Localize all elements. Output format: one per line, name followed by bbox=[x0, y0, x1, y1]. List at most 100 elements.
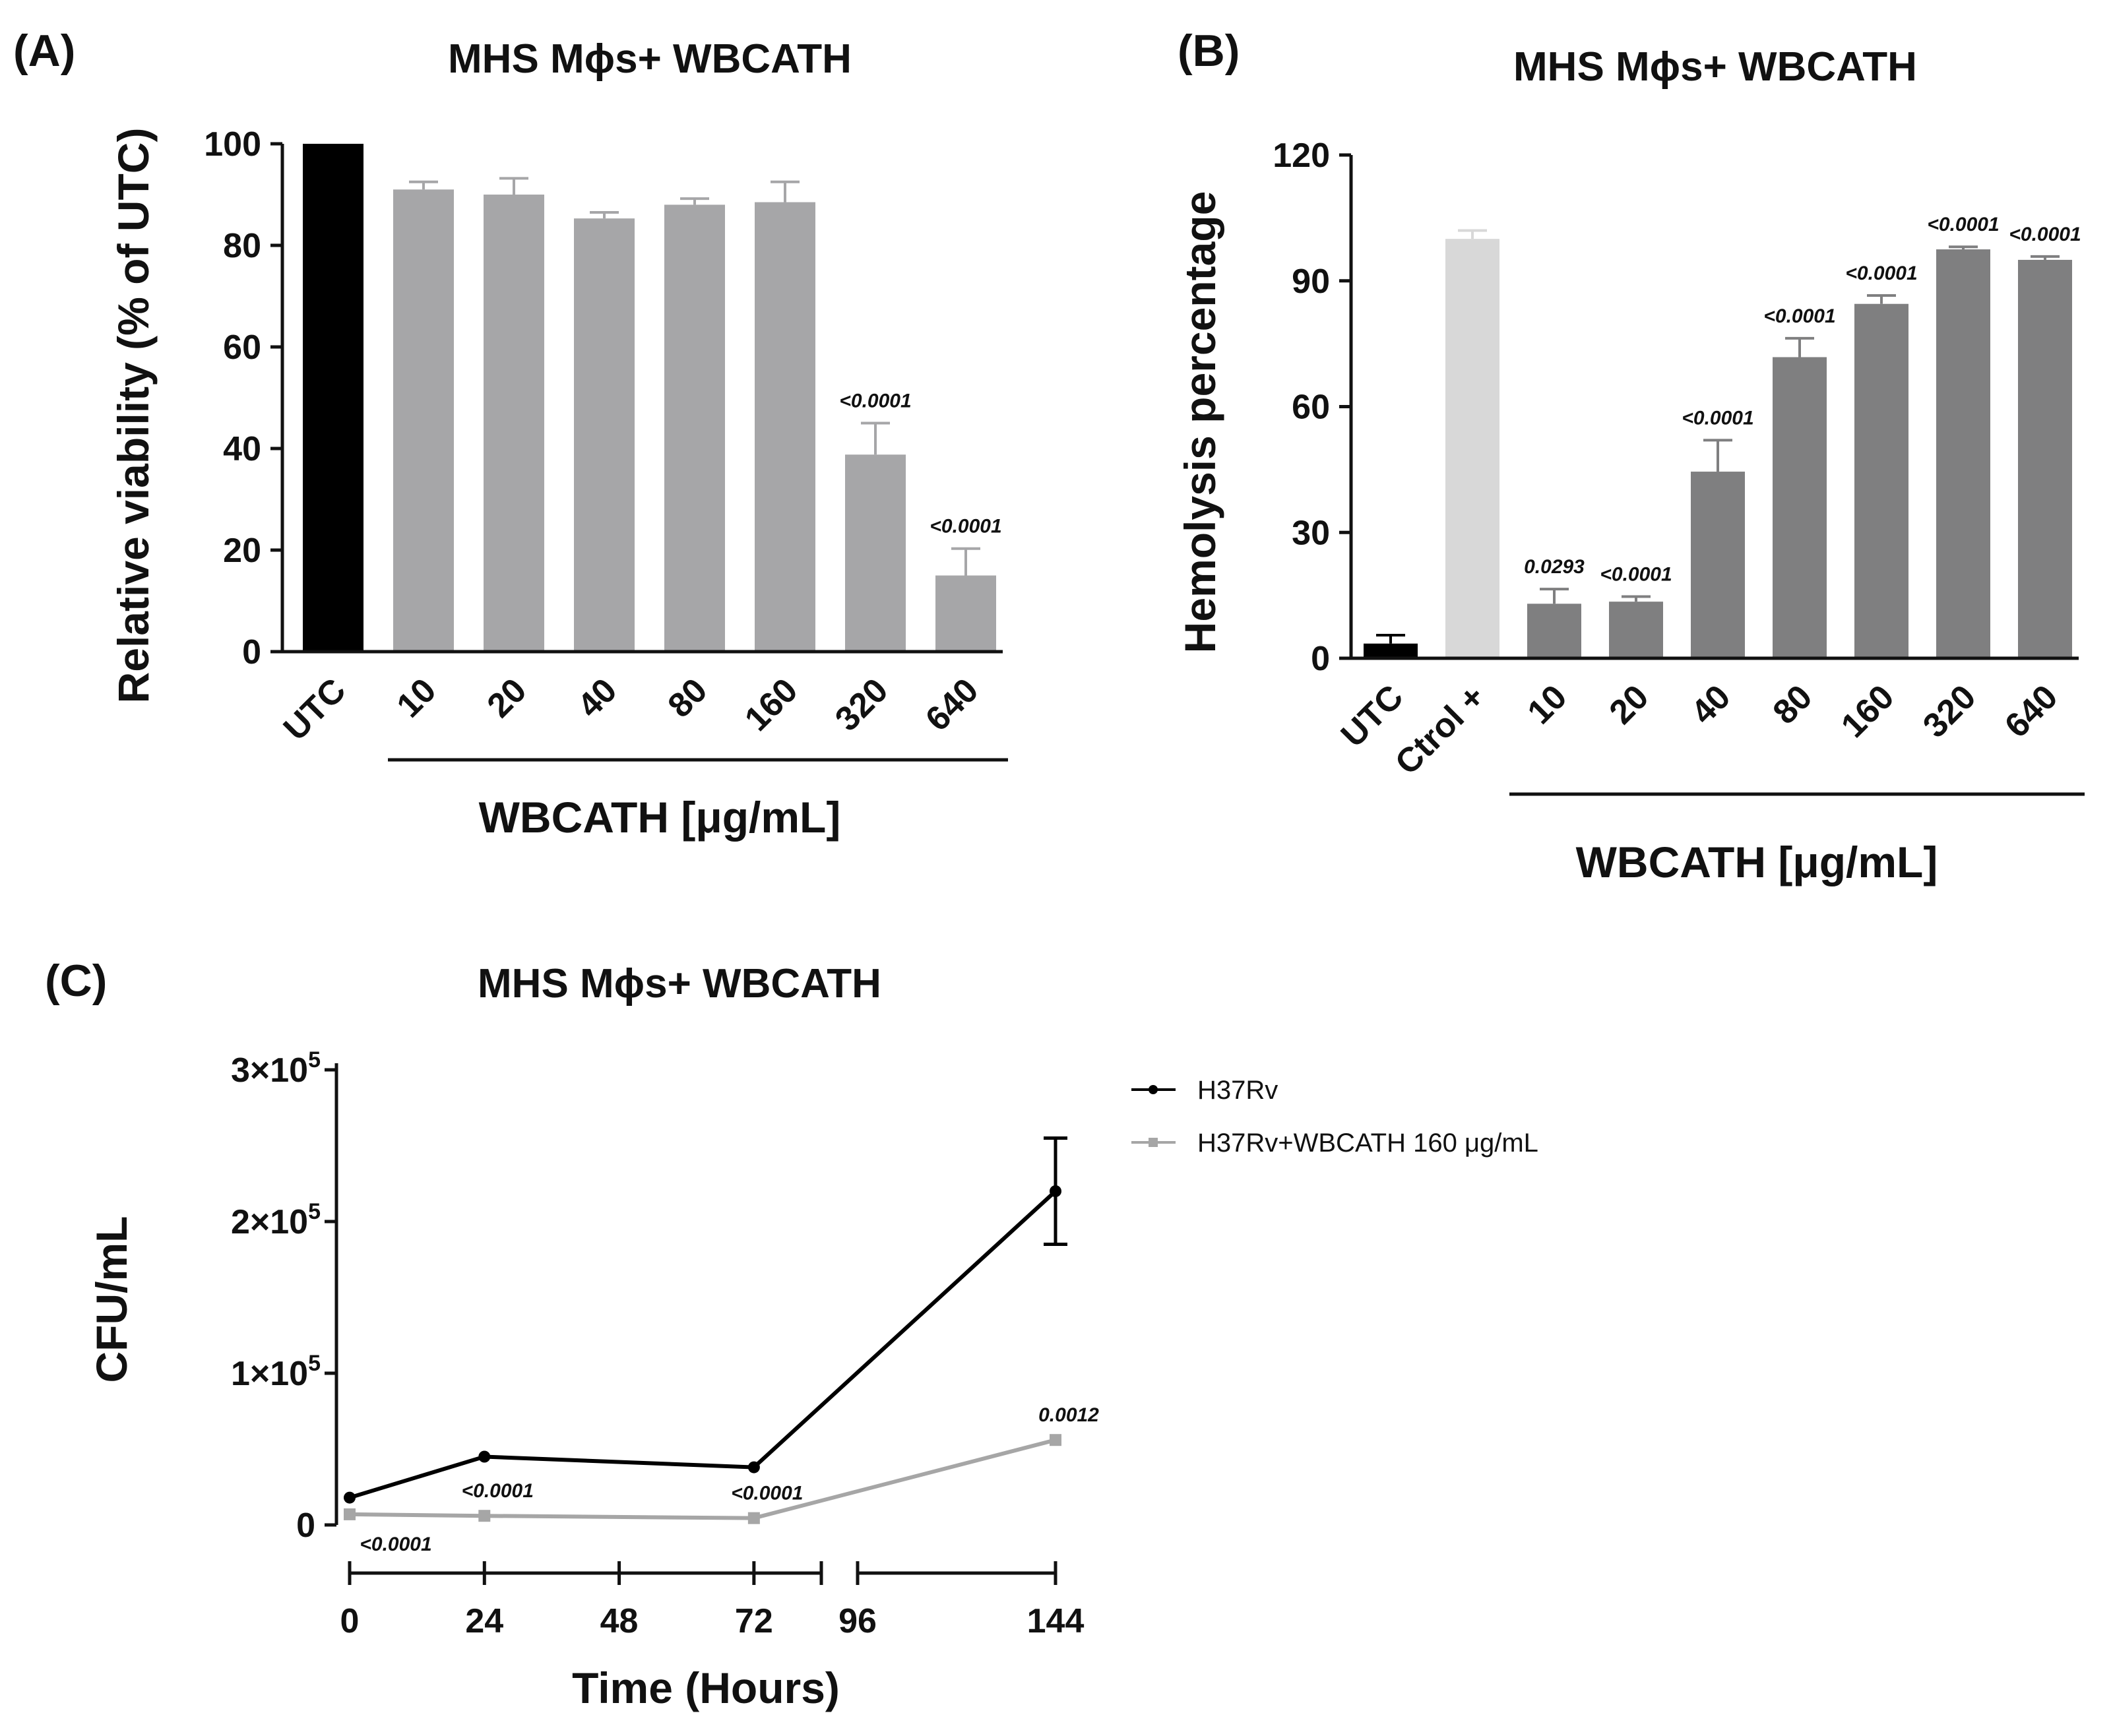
panel-c-legend: H37Rv H37Rv+WBCATH 160 μg/mL bbox=[1131, 1076, 1538, 1158]
panel-a-title: MHS Mϕs+ WBCATH bbox=[448, 36, 852, 82]
legend-marker-h37rv bbox=[1149, 1085, 1158, 1094]
x-tick-label: 20 bbox=[1602, 677, 1656, 731]
y-tick-label: 0 bbox=[1311, 640, 1330, 678]
panel-c-title: MHS Mϕs+ WBCATH bbox=[478, 961, 881, 1007]
data-point bbox=[478, 1510, 491, 1522]
p-value-label: <0.0001 bbox=[930, 516, 1001, 538]
y-tick-label: 3×105 bbox=[231, 1047, 321, 1090]
panel-b-y-axis-title: Hemolysis percentage bbox=[1176, 191, 1224, 654]
p-value-label: <0.0001 bbox=[360, 1534, 431, 1555]
p-value-label: <0.0001 bbox=[462, 1480, 534, 1502]
bar bbox=[393, 189, 454, 652]
panel-a-x-axis-title: WBCATH [μg/mL] bbox=[479, 793, 841, 842]
y-tick-label: 90 bbox=[1292, 263, 1330, 301]
x-tick-label: 0 bbox=[340, 1602, 360, 1640]
panel-c-p-values: <0.0001 <0.0001 <0.0001 0.0012 bbox=[360, 1404, 1099, 1555]
y-tick-label: 100 bbox=[204, 125, 261, 164]
p-value-label: <0.0001 bbox=[1763, 305, 1835, 327]
p-value-label: <0.0001 bbox=[731, 1483, 803, 1504]
bar bbox=[574, 218, 635, 652]
y-tick-label: 60 bbox=[223, 328, 261, 367]
panel-a-error-bars bbox=[409, 177, 980, 576]
panel-c-label: (C) bbox=[45, 956, 107, 1006]
y-tick-label: 60 bbox=[1292, 388, 1330, 427]
panel-b-bars bbox=[1351, 239, 2079, 660]
data-point bbox=[1050, 1434, 1061, 1446]
bar bbox=[1936, 249, 1990, 658]
x-tick-label: UTC bbox=[276, 671, 354, 748]
panel-a-x-ticks: UTC 10 20 40 80 160 320 640 bbox=[276, 671, 986, 748]
bar bbox=[484, 195, 544, 652]
x-tick-label: 144 bbox=[1027, 1602, 1085, 1640]
p-value-label: <0.0001 bbox=[1600, 564, 1672, 586]
x-tick-label: 10 bbox=[390, 671, 444, 725]
data-point bbox=[478, 1450, 491, 1463]
y-tick-label: 0 bbox=[242, 633, 261, 671]
x-tick-label: 320 bbox=[1916, 677, 1983, 745]
data-point bbox=[344, 1491, 356, 1504]
x-tick-label: 640 bbox=[1998, 677, 2065, 745]
bar bbox=[845, 454, 906, 652]
legend-marker-h37rv-wbcath bbox=[1149, 1138, 1158, 1147]
data-point bbox=[344, 1508, 356, 1520]
x-tick-label: Ctrol + bbox=[1388, 677, 1492, 782]
data-point bbox=[747, 1512, 760, 1524]
bar bbox=[755, 202, 815, 652]
bar bbox=[1609, 602, 1663, 658]
x-tick-label: 320 bbox=[828, 671, 895, 738]
y-tick-label: 30 bbox=[1292, 514, 1330, 552]
panel-a-p-values: <0.0001 <0.0001 bbox=[839, 390, 1001, 538]
bar bbox=[1854, 303, 1908, 658]
series-line-h37rv-wbcath bbox=[349, 1438, 1056, 1520]
p-value-label: <0.0001 bbox=[839, 390, 911, 412]
panel-a-label: (A) bbox=[13, 26, 75, 76]
bar bbox=[2018, 259, 2072, 658]
legend-label-h37rv: H37Rv bbox=[1197, 1076, 1278, 1105]
y-tick-label: 2×105 bbox=[231, 1199, 321, 1241]
p-value-label: 0.0012 bbox=[1038, 1404, 1099, 1426]
x-tick-label: 48 bbox=[600, 1602, 639, 1640]
p-value-label: <0.0001 bbox=[1845, 263, 1917, 284]
panel-c: (C) MHS Mϕs+ WBCATH CFU/mL 0 1×105 2×105 3×… bbox=[45, 956, 1538, 1712]
bar bbox=[1773, 357, 1827, 658]
panel-c-y-ticks: 0 1×105 2×105 3×105 bbox=[231, 1047, 336, 1545]
bar bbox=[1527, 604, 1581, 658]
panel-c-y-axis-title: CFU/mL bbox=[87, 1216, 136, 1383]
x-tick-label: 80 bbox=[661, 671, 715, 725]
legend-label-h37rv-wbcath: H37Rv+WBCATH 160 μg/mL bbox=[1197, 1129, 1538, 1158]
bar bbox=[664, 204, 725, 652]
x-tick-label: 160 bbox=[1834, 677, 1901, 745]
x-tick-label: 72 bbox=[735, 1602, 773, 1640]
panel-b-y-ticks: 0 30 60 90 120 bbox=[1273, 137, 1351, 678]
panel-b-label: (B) bbox=[1178, 26, 1240, 76]
x-tick-label: 40 bbox=[1684, 677, 1738, 731]
x-tick-label: 40 bbox=[571, 671, 625, 725]
x-tick-label: 20 bbox=[480, 671, 534, 725]
panel-a: (A) MHS Mϕs+ WBCATH Relative viability (… bbox=[13, 26, 1008, 842]
x-tick-label: 96 bbox=[838, 1602, 877, 1640]
panel-b: (B) MHS Mϕs+ WBCATH Hemolysis percentage… bbox=[1176, 26, 2085, 886]
panel-a-y-ticks: 0 20 40 60 80 100 bbox=[204, 125, 282, 671]
bar bbox=[303, 144, 363, 652]
panel-a-y-axis-title: Relative viability (% of UTC) bbox=[109, 128, 158, 704]
panel-c-x-axis-title: Time (Hours) bbox=[572, 1663, 840, 1712]
panel-b-error-bars bbox=[1376, 229, 2060, 644]
panel-b-title: MHS Mϕs+ WBCATH bbox=[1513, 44, 1917, 90]
x-tick-label: 640 bbox=[918, 671, 986, 738]
y-tick-label: 20 bbox=[223, 532, 261, 570]
y-tick-label: 0 bbox=[296, 1506, 315, 1545]
bar bbox=[1364, 643, 1418, 658]
panel-c-series-lines bbox=[344, 1136, 1067, 1524]
x-tick-label: 80 bbox=[1766, 677, 1820, 731]
bar bbox=[1445, 239, 1499, 659]
x-tick-label: 10 bbox=[1521, 677, 1575, 731]
panel-b-p-values: 0.0293 <0.0001 <0.0001 <0.0001 <0.0001 <0.000… bbox=[1524, 214, 2081, 585]
data-point bbox=[747, 1461, 760, 1473]
p-value-label: <0.0001 bbox=[1927, 214, 1999, 235]
y-tick-label: 40 bbox=[223, 430, 261, 468]
series-line-h37rv bbox=[349, 1189, 1057, 1500]
y-tick-label: 1×105 bbox=[231, 1351, 321, 1393]
x-tick-label: 160 bbox=[738, 671, 805, 738]
y-tick-label: 80 bbox=[223, 227, 261, 265]
